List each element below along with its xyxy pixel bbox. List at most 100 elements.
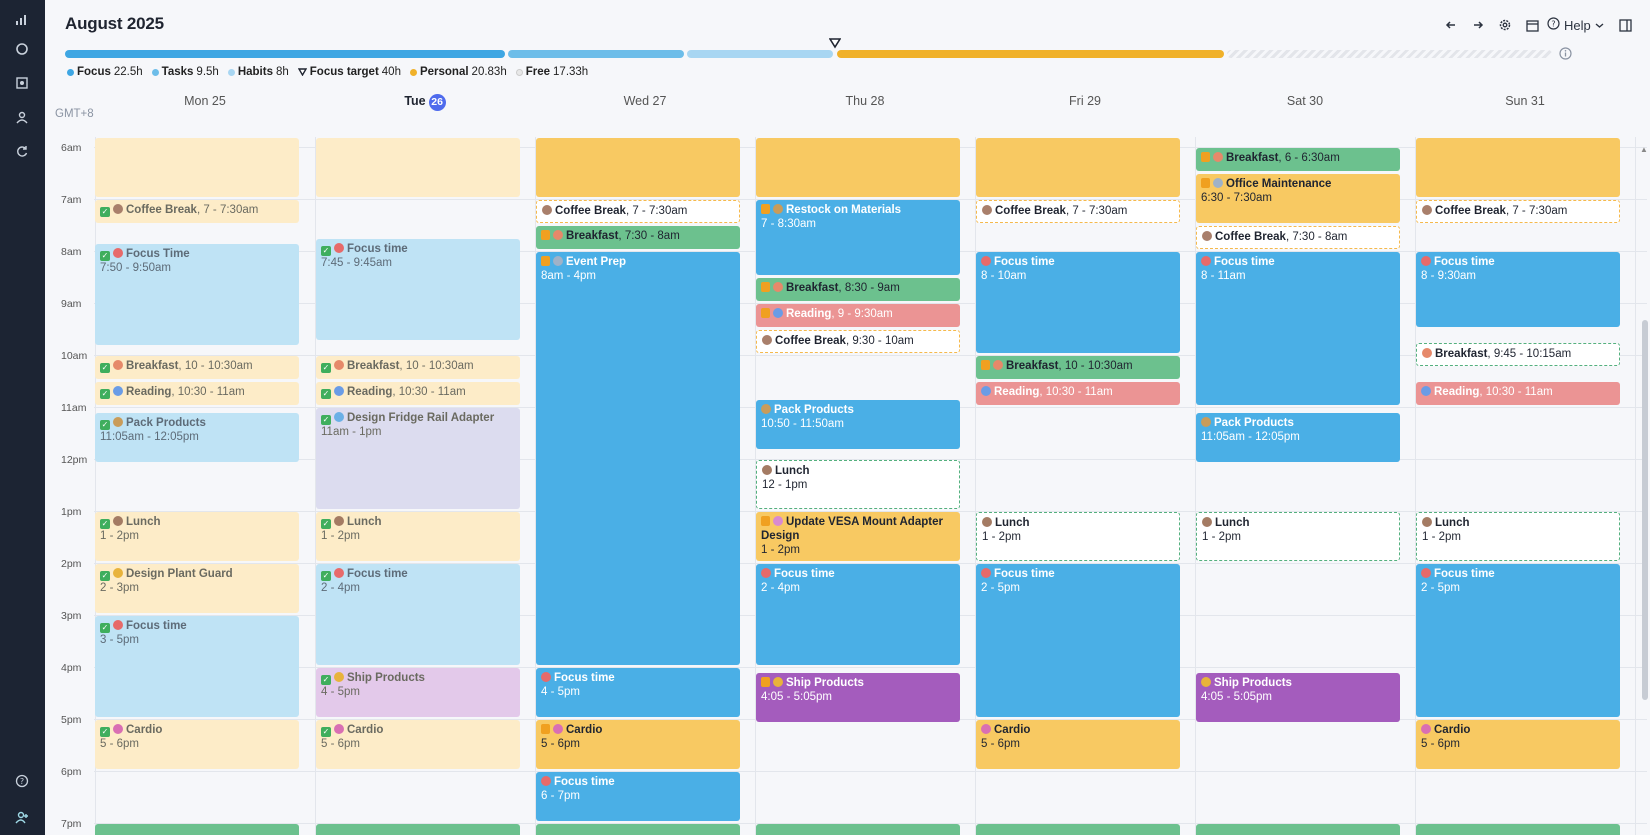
sidebar-toggle-icon[interactable] [1614, 14, 1636, 36]
calendar-event[interactable]: Coffee Break, 7:30 - 8am [1196, 226, 1400, 250]
calendar-event[interactable]: Update VESA Mount Adapter Design 1 - 2pm [756, 512, 960, 562]
calendar-event[interactable]: Coffee Break, 7 - 7:30am [1416, 200, 1620, 224]
completed-check-icon[interactable]: ✓ [100, 519, 110, 530]
calendar-event[interactable]: Event Prep 8am - 4pm [536, 252, 740, 666]
calendar-event[interactable]: Cardio 5 - 6pm [536, 720, 740, 770]
completed-check-icon[interactable]: ✓ [100, 623, 110, 634]
calendar-event[interactable]: Reading, 9 - 9:30am [756, 304, 960, 328]
calendar-event[interactable]: ✓ Coffee Break, 7 - 7:30am [95, 200, 299, 224]
planner-icon[interactable] [11, 38, 33, 60]
completed-check-icon[interactable]: ✓ [100, 207, 110, 218]
team-icon[interactable] [11, 106, 33, 128]
calendar-event[interactable] [536, 824, 740, 835]
calendar-event[interactable]: Breakfast, 8:30 - 9am [756, 278, 960, 302]
calendar-event[interactable]: Coffee Break, 7 - 7:30am [536, 200, 740, 224]
calendar-event[interactable] [95, 824, 299, 835]
arrow-right-icon[interactable] [1467, 14, 1489, 36]
calendar-event[interactable]: ✓ Design Fridge Rail Adapter 11am - 1pm [316, 408, 520, 510]
calendar-event[interactable]: Reading, 10:30 - 11am [976, 382, 1180, 406]
calendar-icon[interactable] [1521, 14, 1543, 36]
day-header[interactable]: Tue 26 [315, 94, 535, 111]
calendar-event[interactable]: ✓ Ship Products 4 - 5pm [316, 668, 520, 718]
calendar-event[interactable] [1196, 824, 1400, 835]
help-circle-icon[interactable]: ? [11, 770, 33, 792]
info-icon[interactable] [1559, 47, 1572, 65]
calendar-event[interactable]: Lunch 1 - 2pm [976, 512, 1180, 562]
calendar-event[interactable]: ✓ Cardio 5 - 6pm [316, 720, 520, 770]
scrollbar-thumb[interactable] [1642, 320, 1648, 700]
completed-check-icon[interactable]: ✓ [321, 415, 331, 426]
calendar-event[interactable] [1416, 138, 1620, 198]
calendar-event[interactable]: ✓ Breakfast, 10 - 10:30am [95, 356, 299, 380]
day-header[interactable]: Mon 25 [95, 94, 315, 108]
calendar-event[interactable]: Reading, 10:30 - 11am [1416, 382, 1620, 406]
calendar-event[interactable]: Pack Products 11:05am - 12:05pm [1196, 412, 1400, 462]
calendar-event[interactable] [976, 138, 1180, 198]
calendar-event[interactable]: ✓ Lunch 1 - 2pm [316, 512, 520, 562]
calendar-event[interactable] [316, 824, 520, 835]
calendar-event[interactable] [976, 824, 1180, 835]
calendar-event[interactable]: ✓ Focus time 2 - 4pm [316, 564, 520, 666]
calendar-event[interactable] [756, 824, 960, 835]
completed-check-icon[interactable]: ✓ [100, 727, 110, 738]
day-header[interactable]: Wed 27 [535, 94, 755, 108]
week-grid[interactable]: 6am 7am 8am 9am 10am 11am 12pm 1pm 2pm 3pm 4pm 5pm 6… [45, 137, 1650, 835]
calendar-event[interactable]: Focus time 4 - 5pm [536, 668, 740, 718]
completed-check-icon[interactable]: ✓ [100, 250, 110, 261]
calendar-event[interactable]: Focus time 2 - 4pm [756, 564, 960, 666]
calendar-event[interactable]: ✓ Reading, 10:30 - 11am [95, 382, 299, 406]
calendar-event[interactable]: Focus time 6 - 7pm [536, 772, 740, 822]
day-header[interactable]: Sun 31 [1415, 94, 1635, 108]
calendar-event[interactable]: ✓ Breakfast, 10 - 10:30am [316, 356, 520, 380]
calendar-event[interactable]: Focus time 8 - 10am [976, 252, 1180, 354]
calendar-event[interactable]: Office Maintenance 6:30 - 7:30am [1196, 174, 1400, 224]
completed-check-icon[interactable]: ✓ [321, 675, 331, 686]
calendar-event[interactable]: Restock on Materials 7 - 8:30am [756, 200, 960, 276]
calendar-event[interactable]: Breakfast, 10 - 10:30am [976, 356, 1180, 380]
completed-check-icon[interactable]: ✓ [321, 389, 331, 400]
completed-check-icon[interactable]: ✓ [100, 389, 110, 400]
completed-check-icon[interactable]: ✓ [321, 246, 331, 257]
calendar-event[interactable]: Cardio 5 - 6pm [1416, 720, 1620, 770]
calendar-event[interactable] [536, 138, 740, 198]
calendar-event[interactable]: Focus time 2 - 5pm [1416, 564, 1620, 718]
calendar-event[interactable]: Focus time 8 - 11am [1196, 252, 1400, 406]
completed-check-icon[interactable]: ✓ [321, 571, 331, 582]
completed-check-icon[interactable]: ✓ [100, 419, 110, 430]
calendar-event[interactable]: Lunch 12 - 1pm [756, 460, 960, 510]
calendar-event[interactable]: ✓ Reading, 10:30 - 11am [316, 382, 520, 406]
sync-icon[interactable] [11, 140, 33, 162]
calendar-event[interactable]: Ship Products 4:05 - 5:05pm [1196, 672, 1400, 722]
calendar-event[interactable]: Breakfast, 6 - 6:30am [1196, 148, 1400, 172]
completed-check-icon[interactable]: ✓ [321, 363, 331, 374]
add-user-icon[interactable] [11, 806, 33, 828]
calendar-event[interactable]: Cardio 5 - 6pm [976, 720, 1180, 770]
calendar-event[interactable]: ✓ Design Plant Guard 2 - 3pm [95, 564, 299, 614]
calendar-event[interactable]: ✓ Focus time 7:45 - 9:45am [316, 239, 520, 341]
calendar-event[interactable]: ✓ Lunch 1 - 2pm [95, 512, 299, 562]
calendar-event[interactable]: ✓ Focus time 3 - 5pm [95, 616, 299, 718]
calendar-event[interactable]: Focus time 8 - 9:30am [1416, 252, 1620, 328]
completed-check-icon[interactable]: ✓ [100, 363, 110, 374]
completed-check-icon[interactable]: ✓ [321, 727, 331, 738]
calendar-event[interactable]: Ship Products 4:05 - 5:05pm [756, 672, 960, 722]
calendar-event[interactable]: Breakfast, 9:45 - 10:15am [1416, 343, 1620, 367]
day-header[interactable]: Thu 28 [755, 94, 975, 108]
day-header[interactable]: Fri 29 [975, 94, 1195, 108]
calendar-event[interactable]: Lunch 1 - 2pm [1196, 512, 1400, 562]
calendar-event[interactable]: ✓ Pack Products 11:05am - 12:05pm [95, 412, 299, 462]
arrow-left-icon[interactable] [1440, 14, 1462, 36]
completed-check-icon[interactable]: ✓ [321, 519, 331, 530]
calendar-event[interactable]: Coffee Break, 9:30 - 10am [756, 330, 960, 354]
settings-gear-icon[interactable] [1494, 14, 1516, 36]
calendar-event[interactable] [1416, 824, 1620, 835]
day-header[interactable]: Sat 30 [1195, 94, 1415, 108]
focus-icon[interactable] [11, 72, 33, 94]
calendar-event[interactable]: ✓ Focus Time 7:50 - 9:50am [95, 243, 299, 345]
calendar-event[interactable]: Pack Products 10:50 - 11:50am [756, 399, 960, 449]
scroll-up-arrow-icon[interactable]: ▲ [1640, 145, 1648, 154]
calendar-event[interactable] [95, 138, 299, 198]
calendar-event[interactable]: Breakfast, 7:30 - 8am [536, 226, 740, 250]
analytics-icon[interactable] [11, 8, 33, 30]
calendar-event[interactable] [756, 138, 960, 198]
